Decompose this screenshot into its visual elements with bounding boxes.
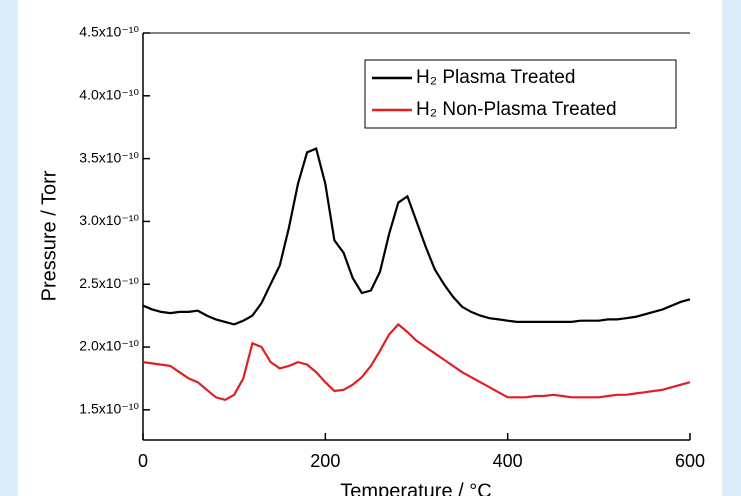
y-tick-label: 2.0x10⁻¹⁰ <box>79 338 139 354</box>
x-axis-title: Temperature / °C <box>340 480 491 496</box>
series-line <box>142 147 691 326</box>
x-tick-label: 600 <box>675 451 705 471</box>
legend-label: H₂ Non-Plasma Treated <box>416 99 617 120</box>
y-tick-label: 3.0x10⁻¹⁰ <box>79 212 139 228</box>
legend-box <box>364 59 677 129</box>
x-tick-label: 0 <box>138 451 148 471</box>
series-line <box>142 322 691 401</box>
y-tick-label: 4.5x10⁻¹⁰ <box>79 24 139 40</box>
x-tick-label: 400 <box>493 451 523 471</box>
y-tick-label: 1.5x10⁻¹⁰ <box>79 401 139 417</box>
y-tick-label: 4.0x10⁻¹⁰ <box>79 87 139 103</box>
y-axis-title: Pressure / Torr <box>38 170 60 301</box>
y-tick-label: 2.5x10⁻¹⁰ <box>79 275 139 291</box>
y-tick-label: 3.5x10⁻¹⁰ <box>79 149 139 165</box>
x-tick-label: 200 <box>310 451 340 471</box>
legend-label: H₂ Plasma Treated <box>416 67 575 88</box>
